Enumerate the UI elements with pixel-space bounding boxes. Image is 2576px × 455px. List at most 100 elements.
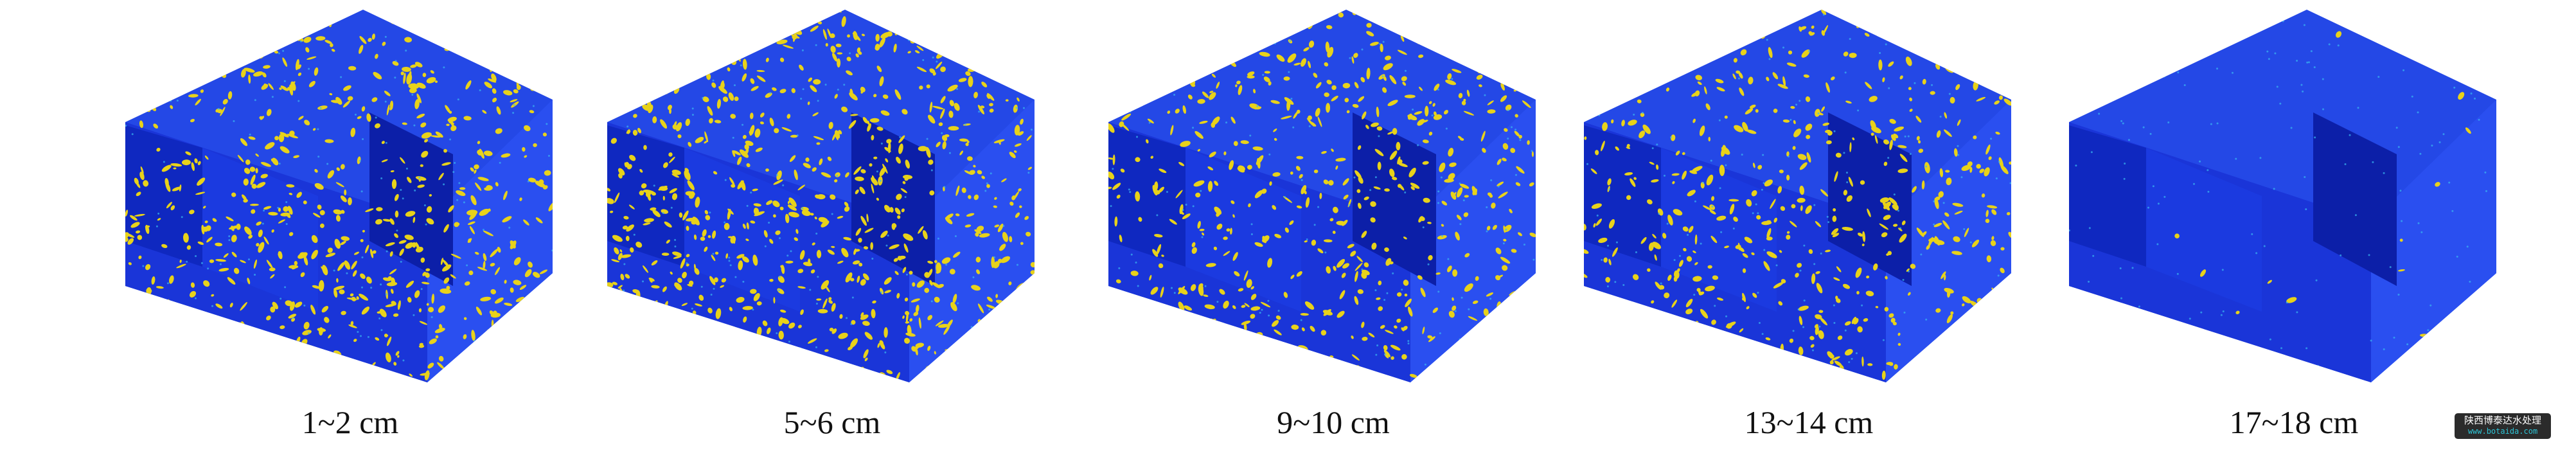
pore-speck xyxy=(1207,166,1214,171)
pore-speck xyxy=(1209,92,1216,100)
cyan-speck xyxy=(1437,290,1440,293)
pore-speck xyxy=(742,224,746,229)
pore-speck xyxy=(673,356,683,362)
cyan-speck xyxy=(1673,259,1676,262)
cyan-speck xyxy=(1855,352,1858,355)
cyan-speck xyxy=(2230,370,2233,372)
pore-speck xyxy=(884,204,891,213)
pore-speck xyxy=(781,317,786,322)
pore-speck xyxy=(1374,148,1384,157)
pore-speck xyxy=(1361,321,1365,328)
pore-speck xyxy=(346,298,357,301)
pore-speck xyxy=(860,377,866,382)
cyan-speck xyxy=(362,138,364,141)
pore-speck xyxy=(1326,80,1332,85)
pore-speck xyxy=(529,364,532,367)
pore-speck xyxy=(177,37,182,46)
pore-speck xyxy=(1261,188,1267,194)
pore-speck xyxy=(1434,111,1437,116)
pore-speck xyxy=(1882,77,1885,82)
pore-speck xyxy=(1666,87,1670,92)
cyan-speck xyxy=(736,356,738,359)
pore-speck xyxy=(1116,194,1121,199)
cyan-speck xyxy=(1392,272,1394,274)
cyan-speck xyxy=(801,49,804,51)
cyan-speck xyxy=(1502,242,1505,245)
pore-speck xyxy=(443,277,450,284)
cyan-speck xyxy=(2183,84,2186,86)
cyan-speck xyxy=(1758,321,1761,324)
pore-speck xyxy=(1648,371,1653,375)
pore-speck xyxy=(1211,122,1216,128)
cyan-speck xyxy=(618,39,621,42)
cyan-speck xyxy=(166,58,169,60)
pore-speck xyxy=(1383,63,1393,71)
pore-speck xyxy=(1397,184,1402,188)
pore-speck xyxy=(1423,197,1430,203)
pore-speck xyxy=(333,209,342,215)
pore-speck xyxy=(918,226,924,234)
pore-speck xyxy=(1197,334,1202,338)
cyan-speck xyxy=(1015,107,1018,109)
cyan-speck xyxy=(1833,321,1836,324)
pore-speck xyxy=(971,285,981,291)
pore-speck xyxy=(474,164,479,170)
pore-speck xyxy=(1293,62,1301,66)
pore-speck xyxy=(139,120,144,129)
pore-speck xyxy=(686,263,689,267)
pore-speck xyxy=(1921,180,1925,190)
pore-speck xyxy=(1253,374,1258,382)
pore-speck xyxy=(170,105,173,109)
pore-speck xyxy=(431,135,441,138)
pore-speck xyxy=(192,320,198,329)
cyan-speck xyxy=(254,99,256,102)
pore-speck xyxy=(1170,46,1180,53)
pore-speck xyxy=(755,147,763,152)
cyan-speck xyxy=(1851,14,1853,17)
pore-speck xyxy=(1612,247,1618,257)
cyan-speck xyxy=(776,332,778,334)
pore-speck xyxy=(814,217,817,220)
pore-speck xyxy=(683,65,686,75)
cyan-speck xyxy=(1931,84,1933,86)
pore-speck xyxy=(902,10,908,21)
cyan-speck xyxy=(385,293,387,296)
cyan-speck xyxy=(2124,162,2126,165)
pore-speck xyxy=(869,163,873,167)
pore-speck xyxy=(993,205,997,208)
cyan-speck xyxy=(786,13,788,15)
pore-speck xyxy=(385,303,396,307)
pore-speck xyxy=(1849,53,1857,58)
pore-speck xyxy=(1013,72,1017,75)
pore-speck xyxy=(429,194,432,197)
pore-speck xyxy=(1234,271,1240,277)
pore-speck xyxy=(711,82,716,88)
pore-speck xyxy=(1963,51,1969,57)
pore-speck xyxy=(612,377,624,382)
pore-speck xyxy=(1893,133,1899,139)
pore-speck xyxy=(725,253,729,259)
pore-speck xyxy=(1385,55,1391,60)
pore-speck xyxy=(421,150,429,158)
pore-speck xyxy=(420,164,423,167)
pore-speck xyxy=(266,316,271,321)
pore-speck xyxy=(1029,44,1033,51)
cyan-speck xyxy=(2149,132,2152,135)
pore-speck xyxy=(1598,237,1608,244)
pore-speck xyxy=(467,221,475,226)
pore-speck xyxy=(1741,375,1749,382)
pore-speck xyxy=(1304,240,1308,243)
pore-speck xyxy=(965,71,971,76)
pore-speck xyxy=(394,233,398,238)
cyan-speck xyxy=(1510,310,1513,313)
pore-speck xyxy=(463,116,472,121)
cyan-speck xyxy=(400,260,402,263)
pore-speck xyxy=(1110,302,1117,310)
cyan-speck xyxy=(2255,252,2258,254)
cyan-speck xyxy=(876,170,878,173)
pore-speck xyxy=(385,352,391,362)
pore-speck xyxy=(1671,173,1680,176)
pore-speck xyxy=(1275,315,1281,320)
pore-speck xyxy=(1944,129,1952,137)
pore-speck xyxy=(1482,148,1486,153)
